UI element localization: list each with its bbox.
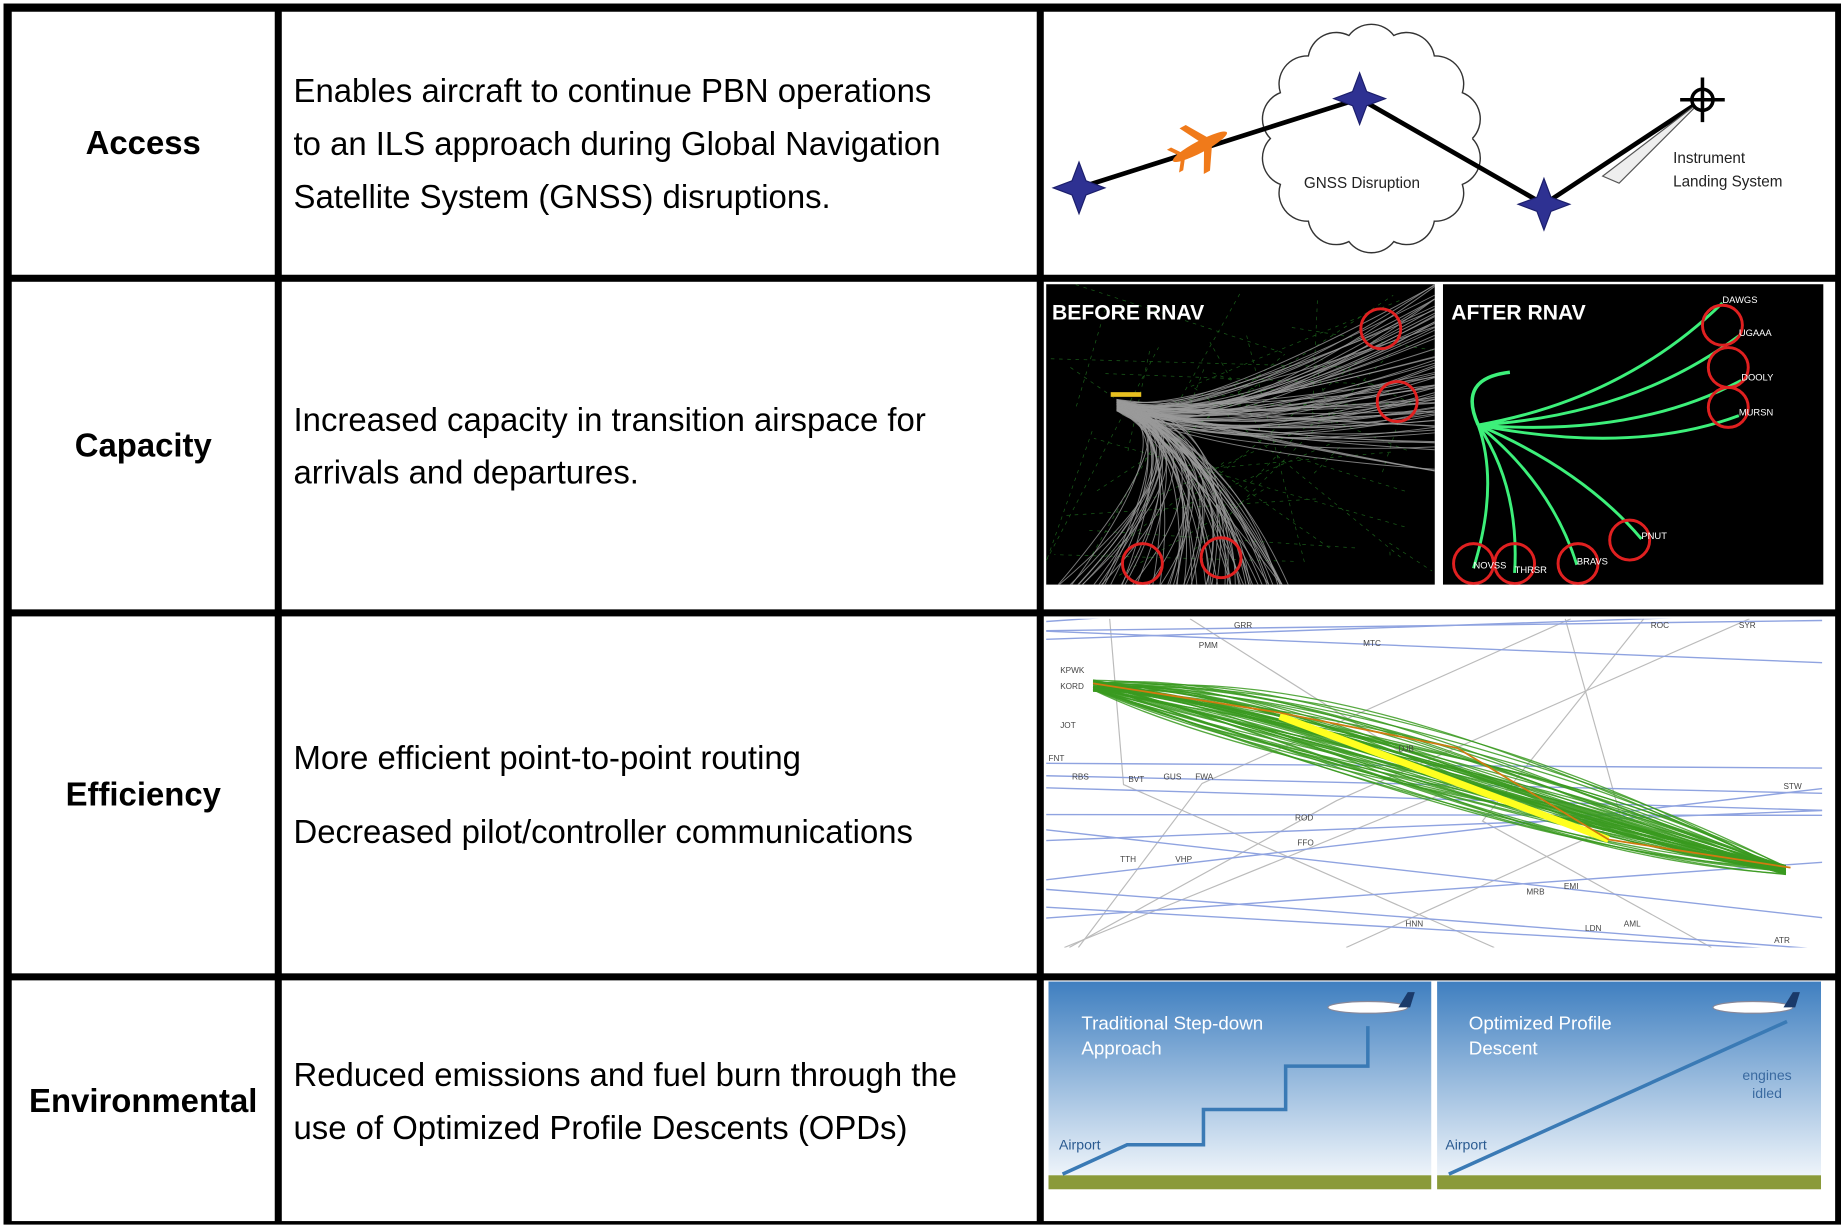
waypoint-label: DAWGS <box>1722 294 1757 305</box>
ground <box>1048 1175 1431 1189</box>
map-label: FWA <box>1195 773 1213 782</box>
map-label: ATR <box>1774 936 1790 945</box>
waypoint-label: NOVSS <box>1474 559 1507 570</box>
label-cell: Access <box>12 12 275 275</box>
ils-label: Landing System <box>1673 174 1782 191</box>
description-paragraph: More efficient point-to-point routing <box>294 731 1037 784</box>
description-line: Satellite System (GNSS) disruptions. <box>294 170 1037 223</box>
label-cell: Capacity <box>12 282 275 610</box>
row-label: Access <box>86 124 201 162</box>
map-label: AML <box>1624 919 1641 928</box>
capacity-figure: BEFORE RNAV DAWGS UGAAA DOOLY MURSN PNUT NOVSS… <box>1046 284 1823 585</box>
description-paragraph: Decreased pilot/controller communication… <box>294 805 1037 858</box>
waypoint-label: MURSN <box>1739 407 1773 418</box>
map-label: DJB <box>1398 744 1414 753</box>
map-label: KPWK <box>1060 666 1085 675</box>
map-label: BVT <box>1128 775 1144 784</box>
ils-cone <box>1603 100 1703 183</box>
map-label: KORD <box>1060 682 1084 691</box>
figure-text: engines <box>1742 1067 1791 1083</box>
description-cell: Reduced emissions and fuel burn through … <box>282 980 1037 1221</box>
map-label: PMM <box>1199 641 1218 650</box>
description-line: Enables aircraft to continue PBN operati… <box>294 64 1037 117</box>
aircraft <box>1713 1002 1793 1014</box>
map-label: VHP <box>1175 855 1192 864</box>
map-label: FFO <box>1297 838 1313 847</box>
runway <box>1111 392 1142 397</box>
waypoint-star <box>1053 162 1105 214</box>
description-cell: Enables aircraft to continue PBN operati… <box>282 12 1037 275</box>
waypoint-star <box>1518 178 1570 230</box>
map-label: ROC <box>1651 621 1669 630</box>
cloud <box>1262 24 1480 252</box>
figure-text: Descent <box>1469 1037 1539 1058</box>
cloud-label: GNSS Disruption <box>1304 175 1420 192</box>
waypoint-label: PNUT <box>1641 530 1667 541</box>
map-label: MRB <box>1526 888 1545 897</box>
environmental-figure: Traditional Step-down Approach Optimized P… <box>1048 982 1821 1190</box>
map-label: LDN <box>1585 924 1601 933</box>
label-cell: Efficiency <box>12 616 275 973</box>
map-label: GRR <box>1234 621 1252 630</box>
aircraft <box>1328 1002 1408 1014</box>
map-label: GUS <box>1164 773 1182 782</box>
figure-text: Airport <box>1059 1136 1101 1152</box>
efficiency-figure: GRR PMM MTC KPWK KORD JOT FNT RBS BVT GUS FWA DJB RO… <box>1046 619 1822 948</box>
figure-text: Traditional Step-down <box>1081 1013 1263 1034</box>
description-line: Reduced emissions and fuel burn through … <box>294 1048 1037 1101</box>
map-label: FNT <box>1048 754 1064 763</box>
panel-title: AFTER RNAV <box>1451 301 1586 324</box>
description-line: use of Optimized Profile Descents (OPDs) <box>294 1101 1037 1154</box>
description-line: Increased capacity in transition airspac… <box>294 393 1037 446</box>
label-cell: Environmental <box>12 980 275 1221</box>
row-label: Capacity <box>75 427 212 465</box>
waypoint-label: BRAVS <box>1577 556 1608 567</box>
map-label: HNN <box>1405 919 1423 928</box>
map-label: RBS <box>1072 773 1089 782</box>
description-cell: Increased capacity in transition airspac… <box>282 282 1037 610</box>
ground <box>1437 1175 1821 1189</box>
waypoint-label: UGAAA <box>1739 327 1773 338</box>
figure-text: Approach <box>1081 1037 1161 1058</box>
row-label: Environmental <box>29 1082 257 1120</box>
description-line: to an ILS approach during Global Navigat… <box>294 117 1037 170</box>
waypoint-label: DOOLY <box>1741 371 1774 382</box>
description-line: arrivals and departures. <box>294 446 1037 499</box>
waypoint-label: THRSR <box>1515 564 1548 575</box>
access-figure: GNSS Disruption Instrument Landing System <box>1044 12 1835 275</box>
row-label: Efficiency <box>66 776 221 814</box>
figure-text: Airport <box>1445 1136 1487 1152</box>
figure-text: Optimized Profile <box>1469 1013 1612 1034</box>
description-cell: More efficient point-to-point routing Dec… <box>282 616 1037 973</box>
map-label: STW <box>1783 782 1801 791</box>
map-label: MTC <box>1363 639 1381 648</box>
ils-label: Instrument <box>1673 150 1746 167</box>
map-label: EMI <box>1564 882 1579 891</box>
figure-text: idled <box>1752 1085 1782 1101</box>
panel-title: BEFORE RNAV <box>1052 301 1204 324</box>
map-label: JOT <box>1060 721 1075 730</box>
map-label: TTH <box>1120 855 1136 864</box>
map-label: ROD <box>1295 814 1313 823</box>
aircraft <box>1161 110 1239 184</box>
map-label: SYR <box>1739 621 1756 630</box>
